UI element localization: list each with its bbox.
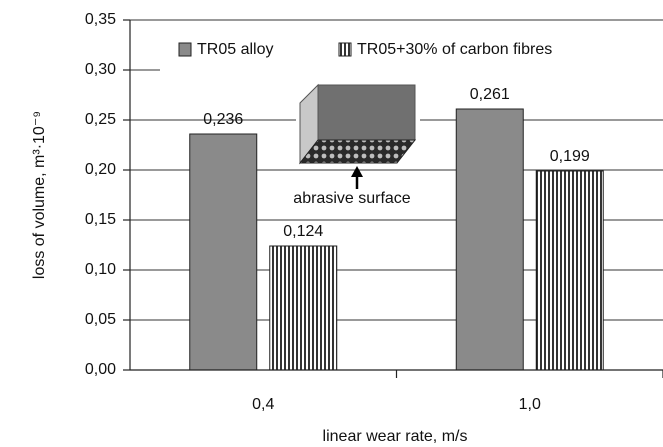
bars [189, 108, 604, 371]
legend-label: TR05+30% of carbon fibres [357, 41, 552, 58]
y-tick-label: 0,35 [85, 11, 116, 28]
inset-top [317, 84, 416, 141]
bar [535, 170, 604, 371]
legend-swatch [338, 42, 352, 57]
bar [189, 133, 258, 371]
bar [269, 245, 338, 371]
value-label: 0,236 [203, 111, 243, 128]
value-label: 0,261 [470, 86, 510, 103]
legend-swatch [178, 42, 192, 57]
legend-label: TR05 alloy [197, 41, 273, 58]
legend-background [160, 28, 663, 74]
inset-diagram [296, 82, 420, 206]
value-label: 0,124 [283, 223, 323, 240]
y-tick-label: 0,05 [85, 311, 116, 328]
annotation: abrasive surface [293, 190, 410, 207]
y-tick-label: 0,00 [85, 361, 116, 378]
x-tick-label: 1,0 [519, 396, 541, 413]
y-tick-label: 0,20 [85, 161, 116, 178]
y-tick-label: 0,15 [85, 211, 116, 228]
y-tick-label: 0,30 [85, 61, 116, 78]
bar [455, 108, 524, 371]
y-tick-label: 0,10 [85, 261, 116, 278]
inset-surface [298, 139, 417, 164]
y-axis-title: loss of volume, m³·10⁻⁹ [31, 111, 48, 279]
y-tick-label: 0,25 [85, 111, 116, 128]
value-label: 0,199 [550, 148, 590, 165]
annotation-background [272, 189, 432, 209]
x-axis-title: linear wear rate, m/s [323, 428, 468, 445]
x-tick-label: 0,4 [252, 396, 274, 413]
inset-arrow-head [351, 166, 363, 177]
